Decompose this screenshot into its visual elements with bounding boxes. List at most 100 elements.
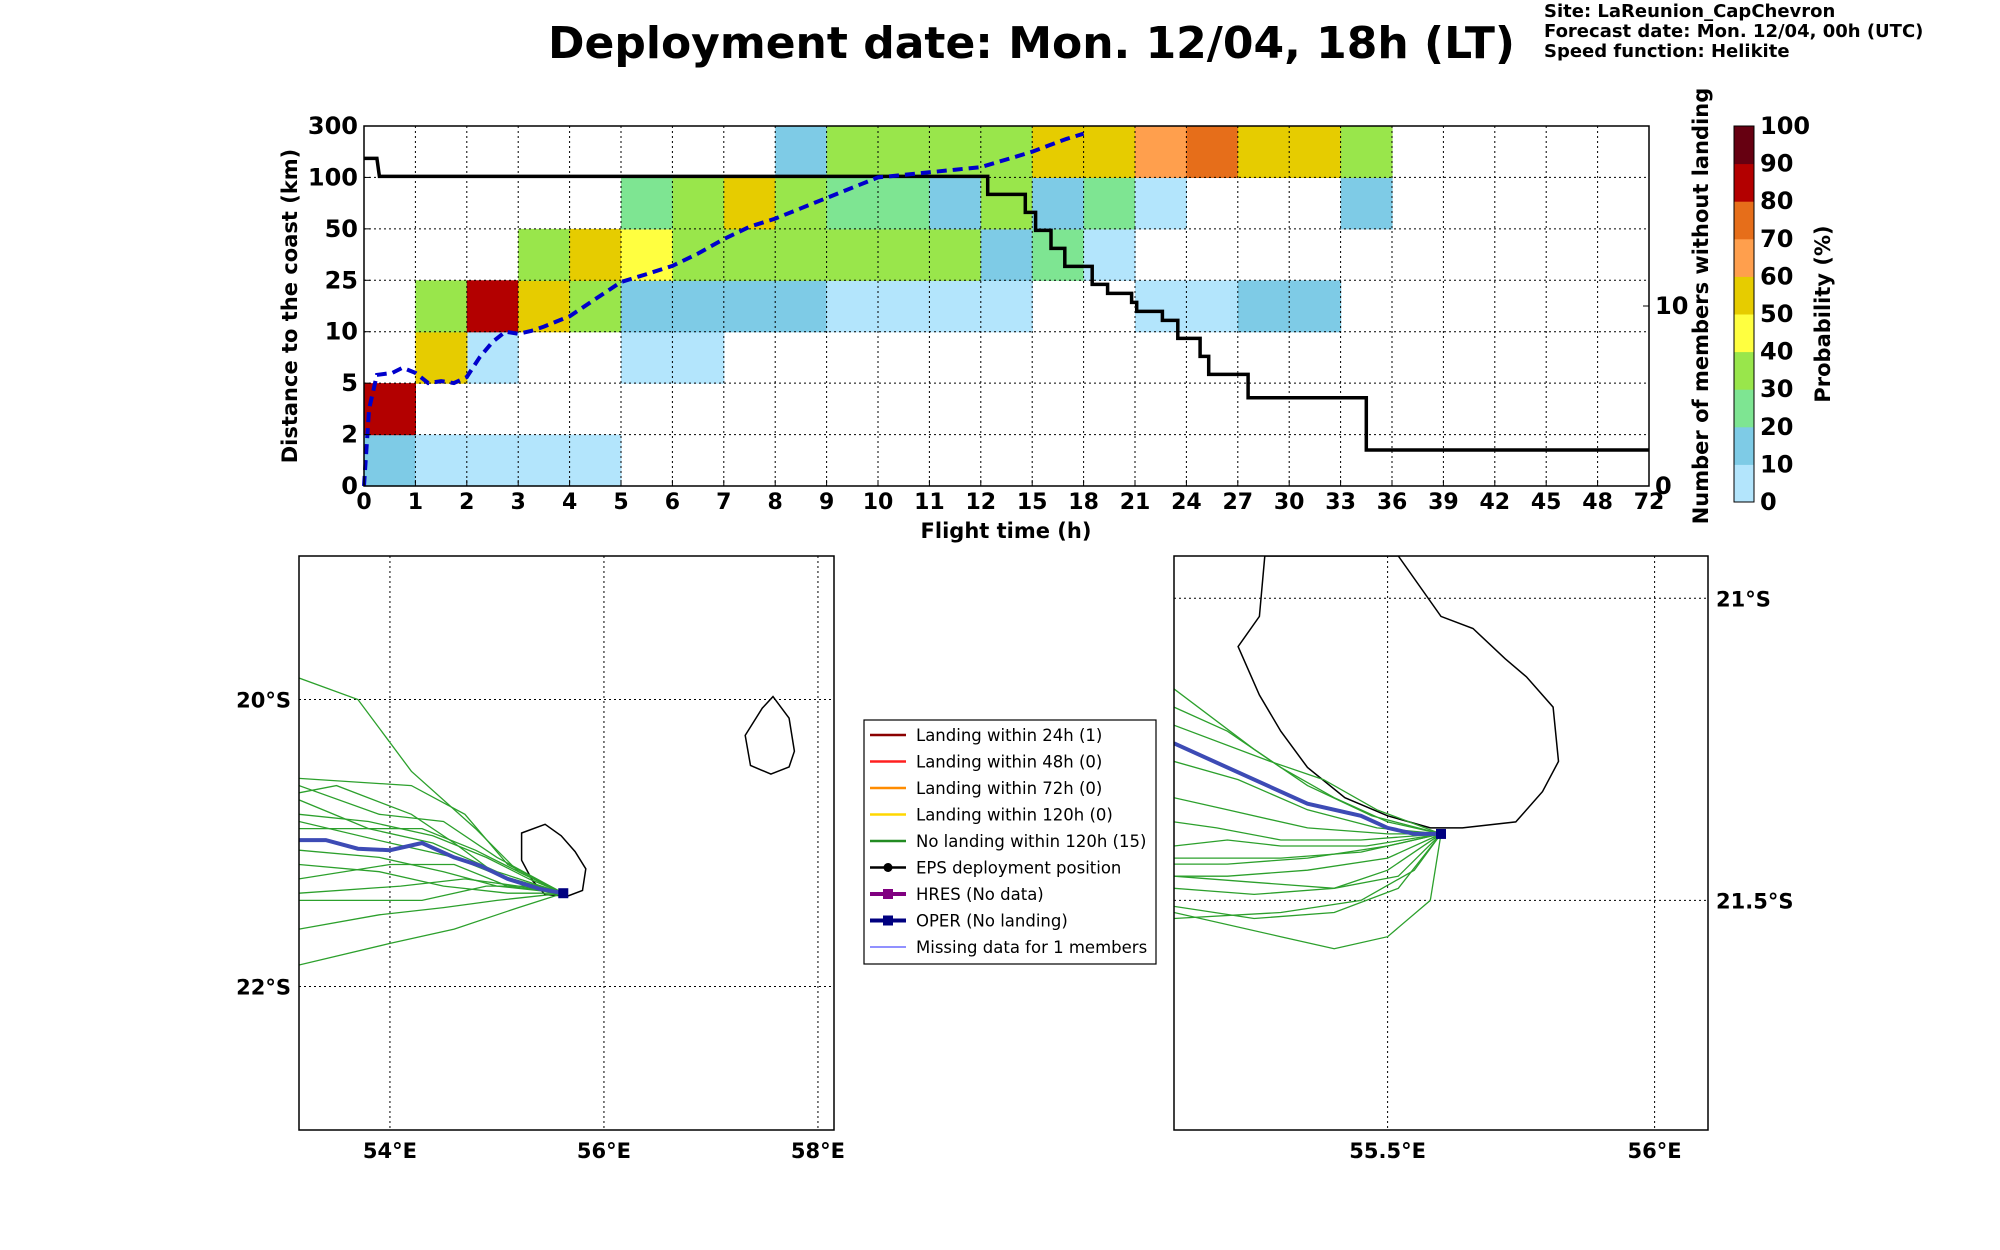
map-lon-label: 56°E [577, 1139, 631, 1163]
heatmap-cell [466, 434, 519, 487]
overview-map: 54°E 56°E 58°E 20°S 22°S [236, 555, 845, 1163]
legend-item-label: HRES (No data) [916, 885, 1044, 904]
colorbar-segment [1734, 314, 1754, 353]
colorbar-tick-label: 10 [1760, 450, 1793, 478]
x-tick-label: 7 [716, 490, 731, 515]
colorbar-tick-label: 70 [1760, 225, 1793, 253]
member-track [1174, 833, 1442, 920]
heatmap-cell [878, 126, 930, 179]
x-tick-label: 9 [819, 490, 834, 515]
x-tick-label: 42 [1479, 490, 1510, 515]
colorbar-segment [1734, 126, 1754, 165]
heatmap-cell [775, 177, 828, 230]
x-tick-label: 18 [1068, 490, 1099, 515]
heatmap-cell [1186, 126, 1239, 179]
x-tick-label: 3 [511, 490, 526, 515]
colorbar: 0 10 20 30 40 50 60 70 80 90 100 [1733, 112, 1810, 516]
members-without-landing-line [364, 156, 1649, 452]
member-track [1174, 688, 1442, 835]
y-tick-label: 10 [325, 318, 358, 346]
heatmap-cell [1032, 177, 1085, 230]
x-tick-label: 11 [914, 490, 945, 515]
heatmap-cell [1289, 126, 1342, 179]
heatmap-cell [775, 126, 828, 179]
colorbar-tick-label: 80 [1760, 187, 1793, 215]
forecast-label: Forecast date: Mon. 12/04, 00h (UTC) [1544, 21, 1924, 42]
heatmap-cell [775, 228, 828, 281]
x-tick-label: 45 [1531, 490, 1562, 515]
colorbar-tick-label: 30 [1760, 375, 1793, 403]
heatmap-cell [723, 177, 776, 230]
colorbar-segment [1734, 163, 1754, 202]
heatmap-cells [364, 126, 1393, 487]
member-track [299, 784, 564, 894]
colorbar-label: Probability (%) [1811, 225, 1835, 402]
heatmap-cell [1340, 177, 1393, 230]
y2-axis-label: Number of members without landing [1689, 88, 1713, 525]
colorbar-segment [1734, 276, 1754, 315]
heatmap-cell [569, 228, 622, 281]
heatmap-cell [1032, 228, 1085, 281]
map-content [299, 556, 834, 1130]
x-tick-label: 12 [965, 490, 996, 515]
heatmap-cell [466, 331, 519, 384]
colorbar-tick-label: 50 [1760, 300, 1793, 328]
member-track [1174, 833, 1442, 847]
map-lon-label: 56°E [1628, 1139, 1682, 1163]
metadata-block: Site: LaReunion_CapChevron Forecast date… [1544, 2, 1923, 62]
member-track [299, 863, 564, 894]
heatmap-cell [518, 434, 571, 487]
heatmap-cell [980, 126, 1033, 179]
heatmap-cell [518, 228, 571, 281]
heatmap-cell [518, 280, 571, 333]
y-axis-label: Distance to the coast (km) [278, 149, 302, 464]
y2-tick-label: 0 [1655, 472, 1672, 500]
heatmap-cell [1289, 280, 1342, 333]
map-lon-label: 54°E [363, 1139, 417, 1163]
colorbar-segment [1734, 464, 1754, 503]
x-tick-label: 5 [613, 490, 628, 515]
speed-label: Speed function: Helikite [1544, 41, 1790, 62]
x-tick-label: 2 [459, 490, 474, 515]
colorbar-segment [1734, 238, 1754, 277]
y-tick-label: 300 [308, 112, 358, 140]
legend: Landing within 24h (1) Landing within 48h… [863, 719, 1157, 965]
heatmap-cell [929, 177, 982, 230]
x-tick-label: 6 [665, 490, 680, 515]
y-tick-label: 5 [341, 369, 358, 397]
legend-frame [863, 719, 1157, 965]
x-tick-label: 10 [863, 490, 894, 515]
heatmap-cell [929, 280, 982, 333]
oper-track [1174, 741, 1441, 836]
member-track [299, 677, 564, 894]
heatmap-cell [878, 177, 930, 230]
x-tick-label: 8 [768, 490, 783, 515]
site-label: Site: LaReunion_CapChevron [1544, 1, 1836, 22]
legend-swatch-square [883, 915, 893, 926]
map-lat-label: 21.5°S [1716, 889, 1793, 913]
heatmap-cell [980, 280, 1033, 333]
heatmap-cell [775, 280, 828, 333]
zoom-map: 55.5°E 56°E 21°S 21.5°S [1173, 555, 1793, 1163]
heatmap-cell [878, 280, 930, 333]
colorbar-tick-label: 60 [1760, 262, 1793, 290]
map-lon-label: 55.5°E [1349, 1139, 1426, 1163]
y-tick-label: 50 [325, 215, 358, 243]
member-track [299, 892, 564, 966]
reunion-coastline [1237, 556, 1560, 829]
heatmap-cell [723, 228, 776, 281]
heatmap-cell [826, 177, 879, 230]
legend-item-label: OPER (No landing) [916, 912, 1068, 931]
x-tick-label: 72 [1634, 490, 1665, 515]
member-track [299, 849, 564, 894]
heatmap-cell [621, 177, 673, 230]
heatmap-cell [826, 228, 879, 281]
member-track [1174, 724, 1442, 835]
legend-item-label: Landing within 48h (0) [916, 753, 1102, 772]
map-frame [298, 555, 835, 1131]
heatmap-cell [569, 434, 622, 487]
heatmap-cell [364, 434, 416, 487]
heatmap-cell [1340, 126, 1393, 179]
colorbar-segment [1734, 426, 1754, 465]
heatmap-cell [621, 228, 673, 281]
